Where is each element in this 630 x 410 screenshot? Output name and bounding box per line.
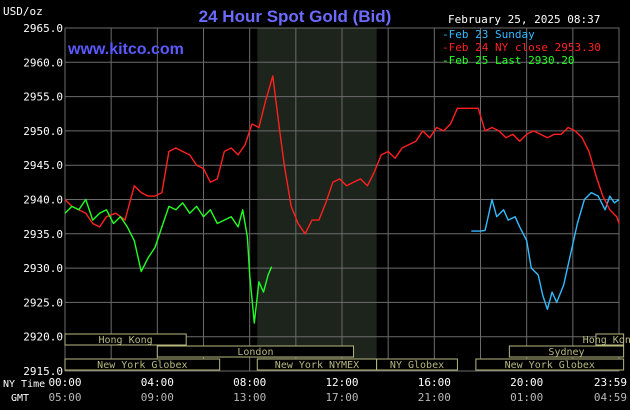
chart-title: 24 Hour Spot Gold (Bid) [199, 7, 392, 26]
gmt-label: GMT [11, 393, 29, 404]
session-box [156, 345, 355, 358]
x-tick-label-ny: 20:00 [510, 376, 543, 389]
x-tick-label-gmt: 13:00 [233, 391, 266, 404]
x-tick-label-ny: 08:00 [233, 376, 266, 389]
series-line-feb24 [64, 75, 620, 235]
session-label: New York NYMEX [275, 360, 359, 371]
y-axis-unit: USD/oz [3, 5, 43, 18]
x-tick-label-ny: 00:00 [48, 376, 81, 389]
session-label: New York Globex [97, 360, 187, 371]
y-tick-label: 2945.0 [23, 159, 63, 172]
y-tick-label: 2935.0 [23, 228, 63, 241]
timestamp: February 25, 2025 08:37 [448, 13, 600, 26]
y-tick-label: 2940.0 [23, 194, 63, 207]
session-label: Sydney [548, 347, 584, 358]
y-axis-tick-labels: 2915.0 2920.0 2925.0 2930.0 2935.0 2940.0 2945… [23, 22, 63, 378]
session-label: London [237, 347, 273, 358]
legend-entry-feb23: -Feb 23 Sunday [442, 28, 535, 41]
x-tick-label-gmt: 09:00 [141, 391, 174, 404]
y-tick-label: 2965.0 [23, 22, 63, 35]
legend: -Feb 23 Sunday-Feb 24 NY close 2953.30-F… [442, 28, 601, 67]
session-label: New York Globex [505, 360, 595, 371]
y-tick-label: 2920.0 [23, 331, 63, 344]
y-tick-label: 2915.0 [23, 365, 63, 378]
ny-time-label: NY Time [3, 379, 45, 390]
y-tick-label: 2925.0 [23, 296, 63, 309]
x-tick-label-gmt: 05:00 [48, 391, 81, 404]
price-series [64, 75, 620, 324]
session-box [64, 358, 221, 371]
series-line-feb25 [64, 198, 273, 324]
x-axis-tick-labels: 00:00 05:00 04:00 09:00 08:00 13:00 12:00 17:00… [48, 376, 627, 404]
y-tick-label: 2930.0 [23, 262, 63, 275]
y-tick-label: 2950.0 [23, 125, 63, 138]
x-tick-label-ny: 23:59 [594, 376, 627, 389]
market-sessions: Hong Kong Hong Kong London Sydney New York G… [64, 333, 630, 371]
x-tick-label-gmt: 04:59 [594, 391, 627, 404]
session-box [475, 358, 625, 371]
x-tick-label-gmt: 01:00 [510, 391, 543, 404]
legend-entry-feb25: -Feb 25 Last 2930.20 [442, 54, 574, 67]
y-tick-label: 2955.0 [23, 91, 63, 104]
session-box [508, 345, 625, 358]
x-tick-label-gmt: 17:00 [325, 391, 358, 404]
session-label: NY Globex [390, 360, 444, 371]
series-line-feb23 [471, 191, 620, 310]
website-label: www.kitco.com [67, 41, 184, 58]
x-tick-label-gmt: 21:00 [418, 391, 451, 404]
x-tick-label-ny: 04:00 [141, 376, 174, 389]
x-tick-label-ny: 12:00 [325, 376, 358, 389]
session-label: Hong Kong [583, 335, 630, 346]
session-box [376, 358, 458, 371]
x-tick-label-ny: 16:00 [418, 376, 451, 389]
session-box [595, 333, 625, 346]
session-label: Hong Kong [99, 335, 153, 346]
legend-entry-feb24: -Feb 24 NY close 2953.30 [442, 41, 601, 54]
session-box [64, 333, 187, 346]
y-tick-label: 2960.0 [23, 56, 63, 69]
